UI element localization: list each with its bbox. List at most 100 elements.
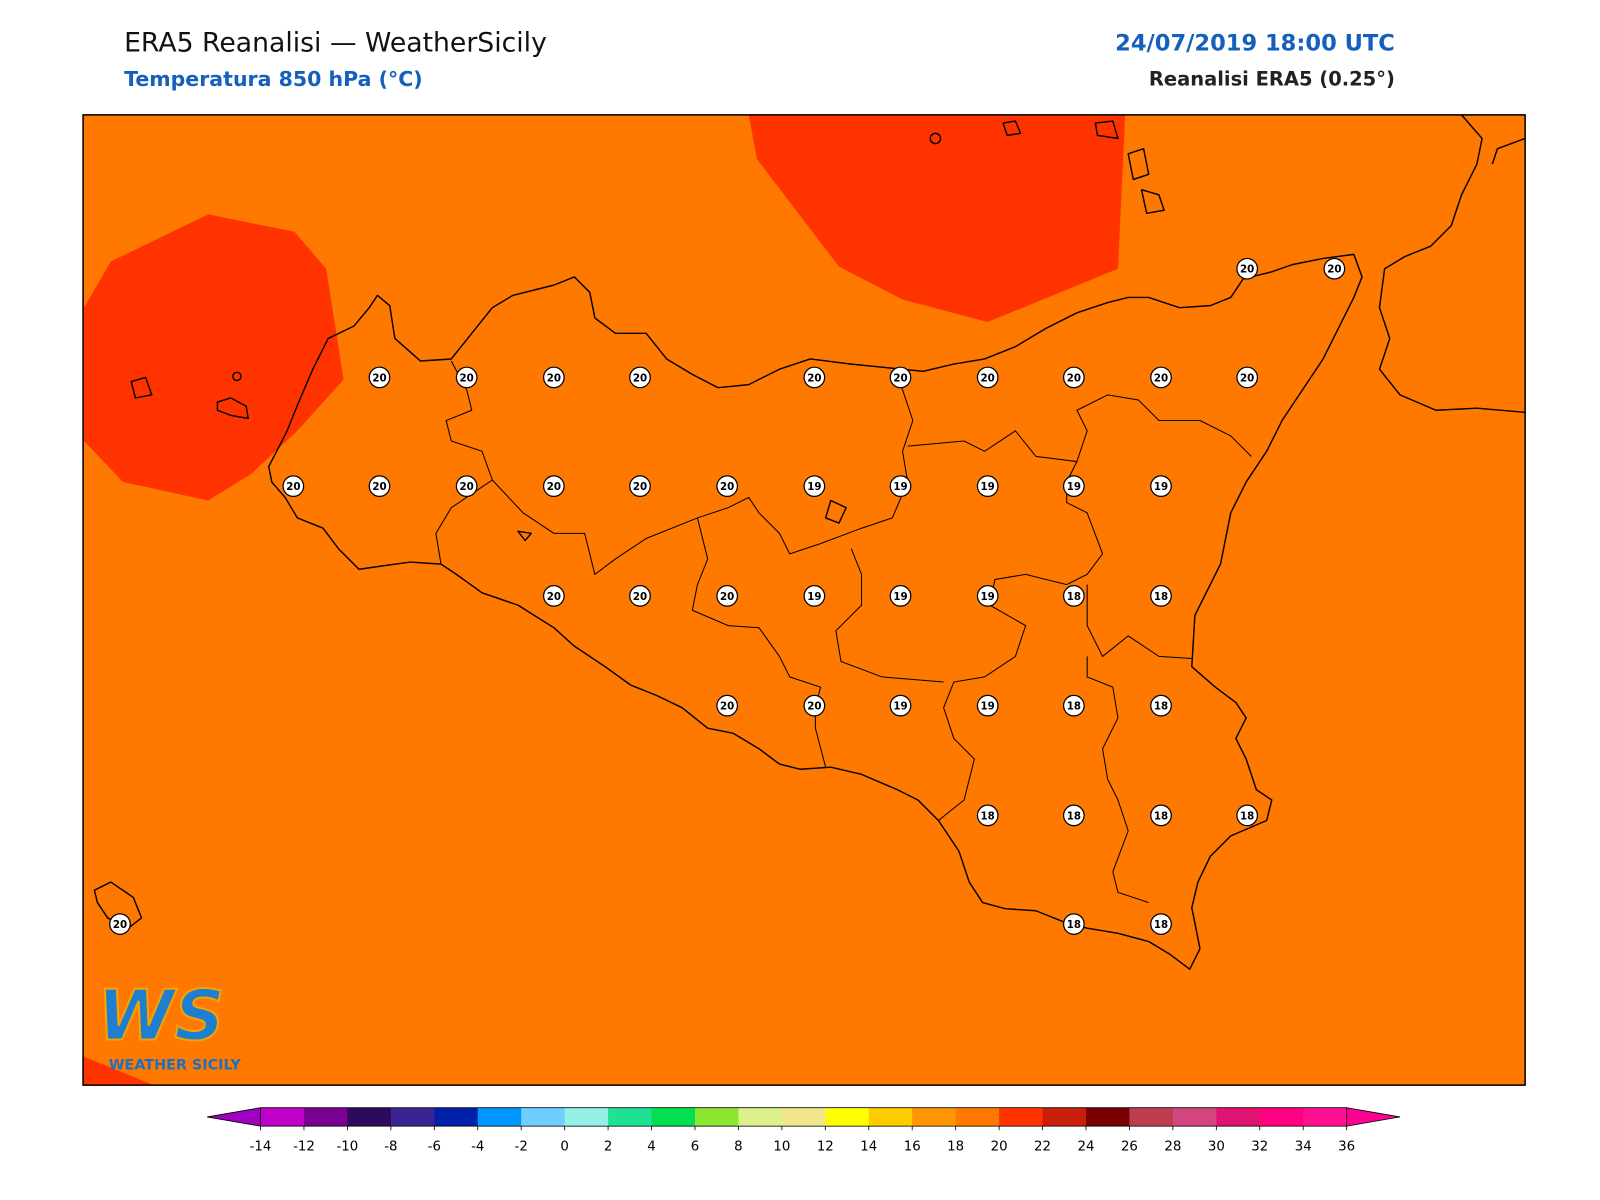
station-marker xyxy=(716,694,739,717)
station-value: 20 xyxy=(720,591,734,603)
colorbar-tick-label: 6 xyxy=(691,1140,699,1155)
station-marker xyxy=(455,366,478,389)
station-marker xyxy=(1150,585,1172,607)
station-value: 20 xyxy=(633,372,647,384)
station-marker xyxy=(1323,257,1346,280)
station-marker xyxy=(976,804,999,827)
colorbar-tick-label: 34 xyxy=(1295,1140,1312,1155)
colorbar-segment xyxy=(738,1107,783,1127)
colorbar-segment xyxy=(1216,1107,1261,1127)
station-value: 18 xyxy=(1067,701,1081,713)
colorbar-tick-label: -14 xyxy=(250,1140,272,1155)
station-value: 18 xyxy=(1154,919,1168,931)
station-marker xyxy=(803,475,826,498)
station-value: 20 xyxy=(633,481,647,493)
station-marker xyxy=(976,585,999,607)
colorbar-segment xyxy=(1129,1107,1174,1127)
colorbar-tick-label: 30 xyxy=(1208,1140,1225,1155)
station-marker xyxy=(976,366,999,389)
colorbar-frame xyxy=(260,1107,1348,1127)
station-value: 18 xyxy=(1240,810,1254,822)
station-marker xyxy=(368,366,391,389)
station-marker xyxy=(889,694,912,717)
colorbar-segment xyxy=(390,1107,435,1127)
colorbar-tick-label: -4 xyxy=(471,1140,484,1155)
colorbar-segment xyxy=(1042,1107,1087,1127)
station-value: 19 xyxy=(981,701,995,713)
station-value: 20 xyxy=(372,372,386,384)
station-value: 19 xyxy=(1067,481,1081,493)
station-value: 19 xyxy=(981,481,995,493)
map-frame xyxy=(82,114,1526,1086)
station-marker xyxy=(976,694,999,717)
station-value: 20 xyxy=(633,591,647,603)
source: Reanalisi ERA5 (0.25°) xyxy=(1149,68,1395,91)
warm-area xyxy=(748,114,1126,323)
colorbar-segment xyxy=(1172,1107,1217,1127)
colorbar-tick-label: -8 xyxy=(384,1140,397,1155)
station-value: 18 xyxy=(1154,701,1168,713)
station-value: 20 xyxy=(720,701,734,713)
station-value: 20 xyxy=(807,372,821,384)
station-value: 20 xyxy=(547,591,561,603)
colorbar-segment xyxy=(564,1107,609,1127)
station-marker xyxy=(1150,913,1172,935)
warm-area xyxy=(84,214,344,501)
station-marker xyxy=(455,475,478,498)
station-marker xyxy=(1062,585,1085,607)
datetime: 24/07/2019 18:00 UTC xyxy=(1115,31,1395,57)
station-marker xyxy=(1062,694,1085,717)
station-value: 20 xyxy=(547,372,561,384)
colorbar-tick-label: 22 xyxy=(1034,1140,1051,1155)
colorbar-segment xyxy=(781,1107,826,1127)
colorbar-tick-label: 36 xyxy=(1338,1140,1355,1155)
colorbar-tick-label: 28 xyxy=(1164,1140,1181,1155)
islands xyxy=(93,120,1165,929)
station-marker xyxy=(629,366,651,389)
station-marker xyxy=(716,585,739,607)
station-value: 19 xyxy=(893,481,907,493)
colorbar-tick-label: 0 xyxy=(560,1140,568,1155)
colorbar-tick-label: 24 xyxy=(1078,1140,1095,1155)
colorbar-segment xyxy=(303,1107,348,1127)
station-value: 20 xyxy=(1154,372,1168,384)
station-value: 20 xyxy=(113,919,127,931)
colorbar-segment xyxy=(608,1107,653,1127)
station-marker xyxy=(109,913,131,935)
station-marker xyxy=(629,475,651,498)
station-marker xyxy=(542,366,565,389)
station-layer: 20 20 20 20 20 20 20 20 20 20 20 20 20 20 20 20 20 20 19 19… xyxy=(109,257,1346,935)
colorbar-segment xyxy=(521,1107,566,1127)
colorbar-tick-label: 10 xyxy=(773,1140,790,1155)
station-value: 20 xyxy=(1240,372,1254,384)
colorbar-segment xyxy=(651,1107,696,1127)
station-value: 20 xyxy=(893,372,907,384)
station-marker xyxy=(1236,804,1259,827)
colorbar-segment xyxy=(999,1107,1044,1127)
station-marker xyxy=(976,475,999,498)
colorbar-segment xyxy=(825,1107,870,1127)
station-marker xyxy=(1150,366,1172,389)
calabria-coastline xyxy=(1378,114,1526,414)
station-value: 18 xyxy=(1067,919,1081,931)
colorbar-segment xyxy=(868,1107,913,1127)
station-value: 20 xyxy=(720,481,734,493)
station-marker xyxy=(1236,257,1259,280)
colorbar-tick-label: -2 xyxy=(515,1140,528,1155)
station-value: 19 xyxy=(893,591,907,603)
station-marker xyxy=(368,475,391,498)
station-value: 18 xyxy=(1067,810,1081,822)
station-marker xyxy=(542,475,565,498)
colorbar-segment xyxy=(955,1107,1000,1127)
station-value: 19 xyxy=(807,481,821,493)
station-value: 20 xyxy=(1067,372,1081,384)
station-value: 20 xyxy=(547,481,561,493)
station-value: 18 xyxy=(1154,810,1168,822)
station-marker xyxy=(629,585,651,607)
colorbar-tick-label: 32 xyxy=(1251,1140,1268,1155)
logo-mark: WS xyxy=(97,976,224,1057)
station-value: 19 xyxy=(893,701,907,713)
station-value: 20 xyxy=(807,701,821,713)
station-marker xyxy=(1062,475,1085,498)
